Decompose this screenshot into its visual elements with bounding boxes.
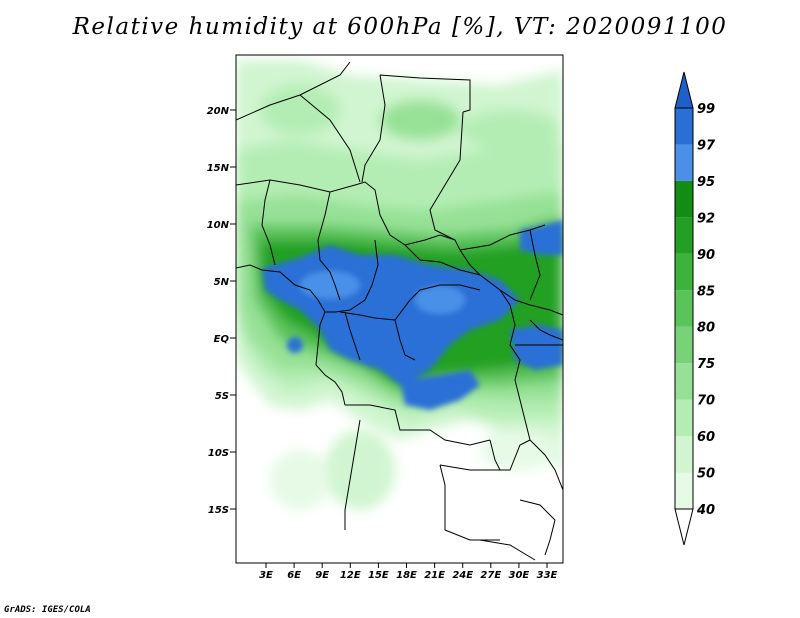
colorbar-box <box>675 436 693 473</box>
map-title: Relative humidity at 600hPa [%], VT: 202… <box>72 14 728 40</box>
lat-label: 20N <box>207 106 230 117</box>
colorbar-label: 80 <box>697 321 715 336</box>
lat-label: 10S <box>208 448 229 459</box>
credit-text: GrADS: IGES/COLA <box>4 605 91 615</box>
lon-label: 30E <box>509 570 530 581</box>
lon-label: 12E <box>340 570 361 581</box>
colorbar-label: 90 <box>697 248 715 263</box>
map-frame <box>235 54 564 564</box>
colorbar-label: 85 <box>697 284 715 299</box>
colorbar-box <box>675 144 693 181</box>
lon-label: 33E <box>537 570 558 581</box>
colorbar-label: 99 <box>697 102 715 117</box>
lat-label: 15S <box>208 505 229 516</box>
lat-label: 5S <box>215 391 229 402</box>
lat-label: 10N <box>207 220 230 231</box>
longitude-axis: 3E 6E 9E 12E 15E 18E 21E 24E 27E 30E 33E <box>259 563 558 581</box>
colorbar-label: 70 <box>697 394 715 409</box>
colorbar-label: 40 <box>696 503 715 518</box>
latitude-axis: 20N 15N 10N 5N EQ 5S 10S 15S <box>207 106 236 516</box>
lon-label: 3E <box>259 570 273 581</box>
colorbar-label: 75 <box>697 357 715 372</box>
colorbar-label: 92 <box>697 211 715 226</box>
humidity-field <box>236 55 563 563</box>
colorbar-label: 50 <box>697 467 715 482</box>
lon-label: 18E <box>396 570 417 581</box>
colorbar-box <box>675 290 693 327</box>
colorbar-min-triangle <box>674 508 694 546</box>
colorbar-box <box>675 363 693 400</box>
lat-label: EQ <box>214 334 230 345</box>
lon-label: 24E <box>452 570 473 581</box>
colorbar-box <box>675 472 693 509</box>
colorbar-label: 97 <box>697 138 716 153</box>
lon-label: 6E <box>287 570 301 581</box>
colorbar-box <box>675 217 693 254</box>
lat-label: 5N <box>214 277 230 288</box>
colorbar-box <box>675 399 693 437</box>
colorbar-max-triangle <box>674 71 694 109</box>
lon-label: 15E <box>368 570 389 581</box>
colorbar-box <box>675 108 693 145</box>
colorbar: 40 50 60 70 75 80 85 90 92 95 97 99 <box>674 71 716 546</box>
lon-label: 9E <box>315 570 329 581</box>
colorbar-label: 60 <box>697 430 715 445</box>
colorbar-label: 95 <box>697 175 715 190</box>
colorbar-box <box>675 253 693 291</box>
colorbar-box <box>675 326 693 364</box>
lon-label: 21E <box>424 570 445 581</box>
lat-label: 15N <box>207 163 230 174</box>
lon-label: 27E <box>480 570 501 581</box>
colorbar-box <box>675 180 693 218</box>
country-borders <box>236 61 563 561</box>
